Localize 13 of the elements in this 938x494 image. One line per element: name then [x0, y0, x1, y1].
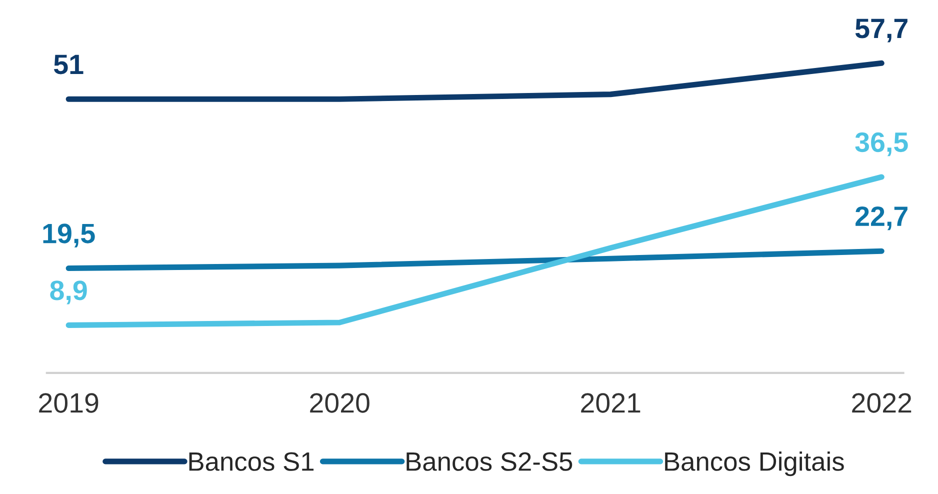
x-tick-label: 2022 — [852, 393, 912, 413]
data-label: 19,5 — [43, 224, 95, 248]
data-label: 57,7 — [855, 18, 908, 42]
x-tick-label: 2021 — [581, 393, 640, 413]
x-tick-label: 2020 — [310, 393, 370, 413]
legend-label: Bancos S1 — [189, 452, 314, 471]
legend-label: Bancos Digitais — [665, 452, 844, 476]
data-label: 8,9 — [50, 280, 87, 304]
legend-label: Bancos S2-S5 — [406, 452, 572, 471]
x-tick-label: 2019 — [39, 393, 98, 413]
data-label: 22,7 — [856, 206, 908, 230]
data-label: 51 — [54, 54, 84, 74]
data-label: 36,5 — [855, 132, 908, 156]
